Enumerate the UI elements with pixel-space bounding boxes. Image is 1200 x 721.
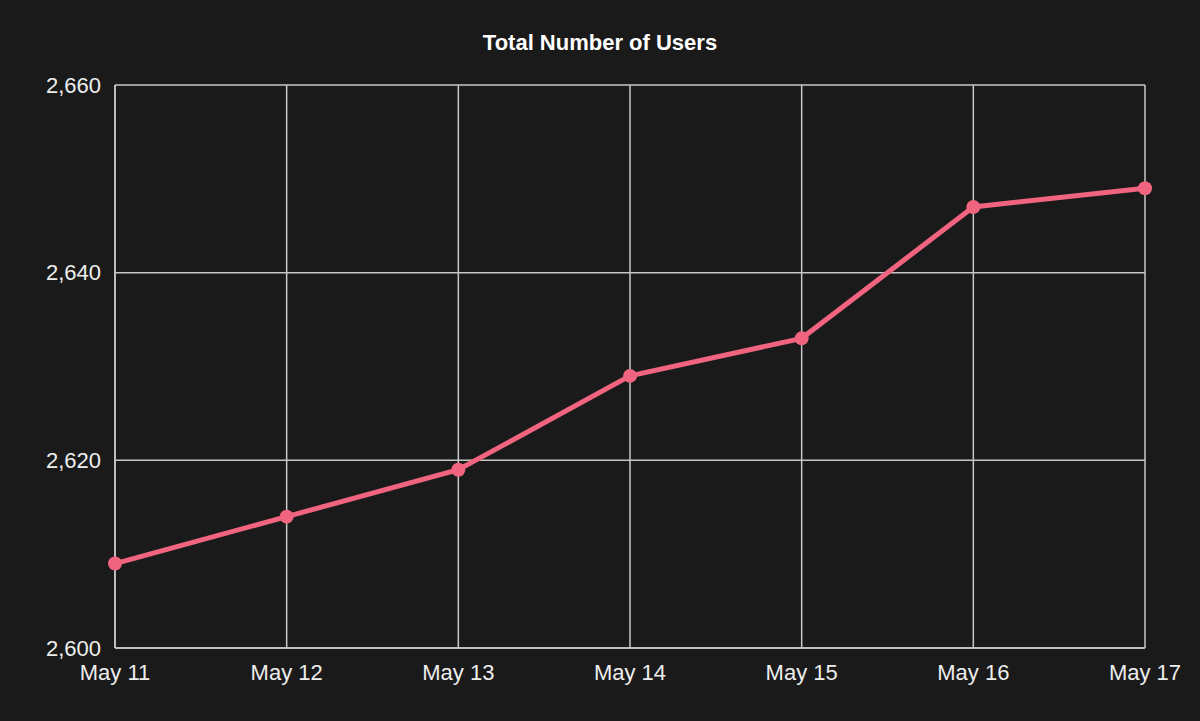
- svg-text:2,620: 2,620: [46, 448, 101, 473]
- html-text:Total Number of Users: Total Number of Users: [482, 30, 718, 55]
- svg-text:May 15: May 15: [766, 660, 838, 685]
- svg-text:2,600: 2,600: [46, 636, 101, 661]
- svg-text:May 16: May 16: [937, 660, 1009, 685]
- svg-text:May 11: May 11: [80, 660, 151, 685]
- svg-text:May 12: May 12: [251, 660, 323, 685]
- svg-text:2,640: 2,640: [46, 260, 101, 285]
- svg-text:May 17: May 17: [1109, 660, 1181, 685]
- svg-text:May 13: May 13: [422, 660, 494, 685]
- svg-text:May 14: May 14: [594, 660, 666, 685]
- svg-text:2,660: 2,660: [46, 73, 101, 98]
